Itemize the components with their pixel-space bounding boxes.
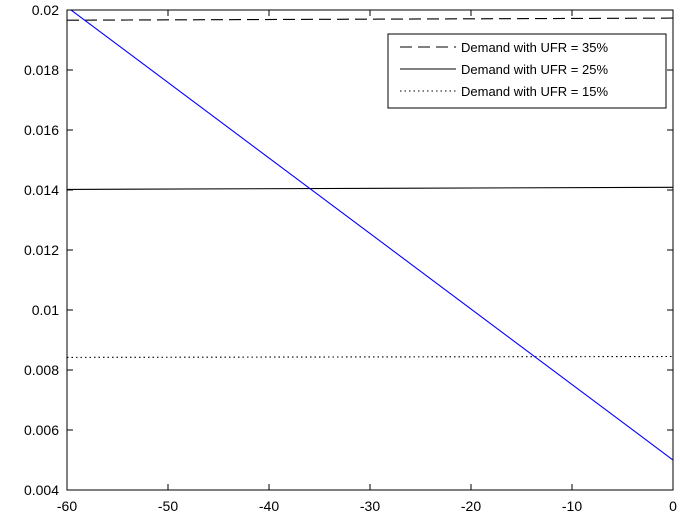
legend-label: Demand with UFR = 15%: [461, 84, 608, 99]
y-tick-label: 0.012: [24, 242, 59, 258]
y-tick-label: 0.004: [24, 482, 59, 498]
x-tick-label: -50: [158, 498, 178, 514]
legend-label: Demand with UFR = 35%: [461, 40, 608, 55]
x-tick-label: -20: [461, 498, 481, 514]
x-tick-label: -30: [360, 498, 380, 514]
series-line-2: [67, 186, 673, 190]
y-tick-label: 0.01: [32, 302, 59, 318]
legend-box: [387, 33, 667, 109]
series-line-3: [67, 355, 673, 358]
y-tick-label: 0.006: [24, 422, 59, 438]
x-tick-label: -60: [57, 498, 77, 514]
legend-label: Demand with UFR = 25%: [461, 62, 608, 77]
y-tick-label: 0.014: [24, 182, 59, 198]
x-tick-label: 0: [669, 498, 677, 514]
y-tick-label: 0.016: [24, 122, 59, 138]
series-line-1: [67, 17, 673, 21]
x-tick-label: -40: [259, 498, 279, 514]
series-line-4: [70, 10, 673, 461]
y-tick-label: 0.008: [24, 362, 59, 378]
x-tick-label: -10: [562, 498, 582, 514]
y-tick-label: 0.02: [32, 2, 59, 18]
legend: Demand with UFR = 35% Demand with UFR = 2…: [387, 33, 667, 109]
x-axis: -60 -50 -40 -30 -20 -10 0: [57, 10, 677, 514]
y-axis: 0.004 0.006 0.008 0.01 0.012 0.014 0.016 0.018 0…: [24, 2, 673, 498]
y-tick-label: 0.018: [24, 62, 59, 78]
plot-lines: [67, 10, 673, 461]
